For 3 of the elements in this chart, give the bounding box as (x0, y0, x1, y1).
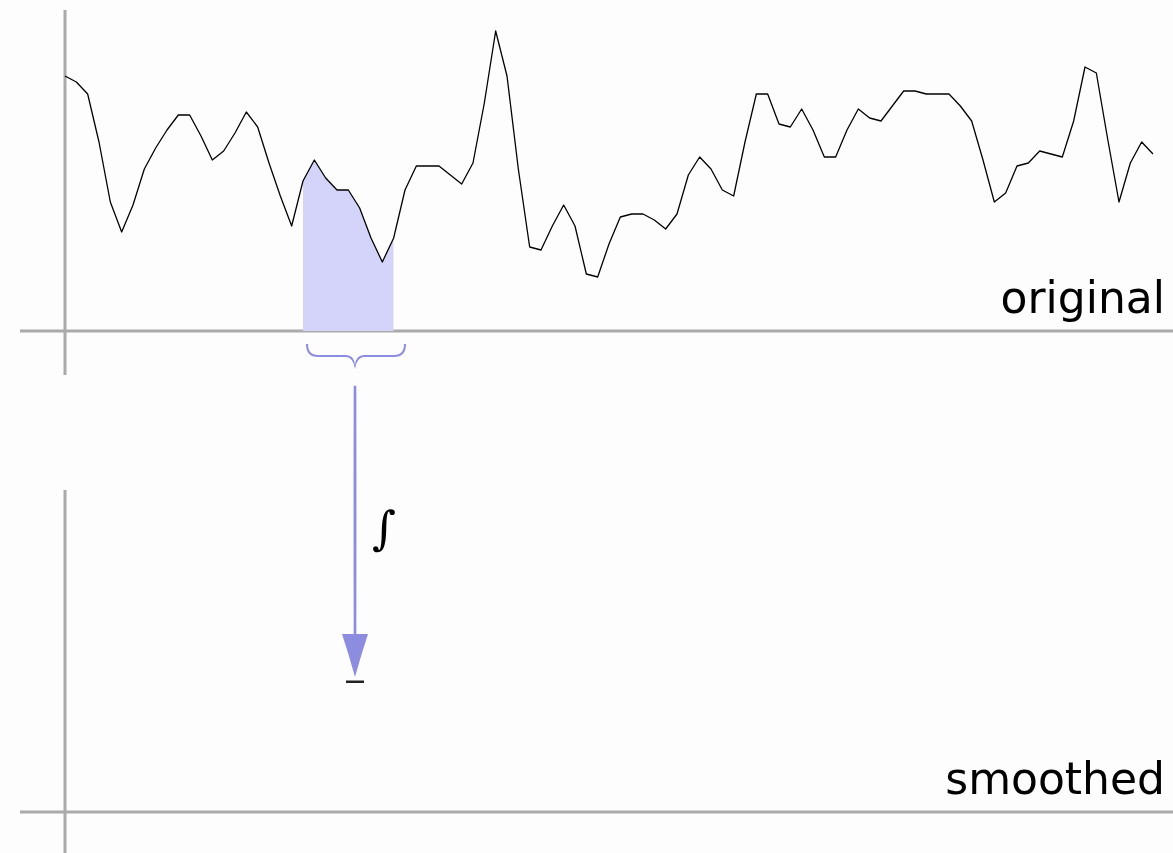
text: ∫ (372, 501, 396, 555)
text: smoothed (945, 753, 1165, 804)
annotation: original (1000, 272, 1165, 323)
